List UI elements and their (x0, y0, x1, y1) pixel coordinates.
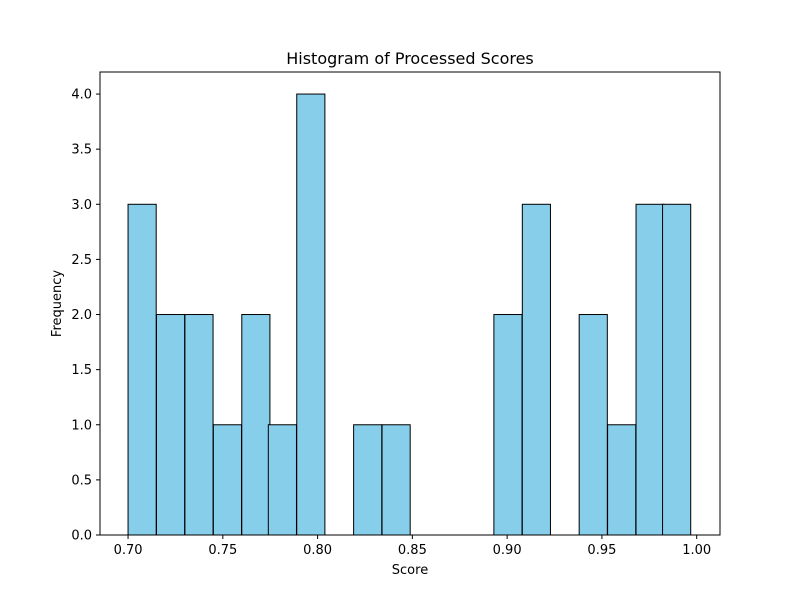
x-tick-label: 0.80 (303, 543, 332, 558)
x-axis: 0.70 0.75 0.80 0.85 0.90 0.95 1.00 (114, 535, 711, 558)
x-tick-label: 0.90 (493, 543, 522, 558)
y-tick-label: 3.5 (71, 143, 92, 158)
histogram-bar (212, 424, 242, 536)
y-axis-label: Frequency (50, 270, 65, 337)
histogram-bar (493, 314, 523, 536)
x-tick-label: 0.85 (398, 543, 427, 558)
y-tick-label: 0.0 (71, 529, 92, 544)
x-tick-label: 0.75 (208, 543, 237, 558)
x-tick-label: 1.00 (682, 543, 711, 558)
plot-frame (99, 71, 721, 536)
histogram-bar (381, 424, 411, 536)
histogram-bar (184, 314, 214, 536)
y-tick-label: 1.5 (71, 363, 92, 378)
histogram-bar (521, 203, 551, 536)
x-tick-label: 0.70 (114, 543, 143, 558)
histogram-bar (127, 203, 157, 536)
histogram-bar (662, 203, 692, 536)
histogram-bar (607, 424, 637, 536)
y-tick-label: 2.5 (71, 253, 92, 268)
y-tick-label: 1.0 (71, 418, 92, 433)
histogram-bar (296, 93, 326, 536)
y-tick-label: 0.5 (71, 473, 92, 488)
y-tick-label: 2.0 (71, 308, 92, 323)
y-tick-label: 4.0 (71, 88, 92, 103)
histogram-bar (267, 424, 297, 536)
histogram-bars (127, 93, 692, 536)
histogram-bar (155, 314, 186, 536)
histogram-bar (635, 203, 665, 536)
x-tick-label: 0.95 (587, 543, 616, 558)
histogram-bar (241, 314, 271, 536)
x-axis-label: Score (392, 563, 428, 578)
chart-title: Histogram of Processed Scores (286, 49, 534, 68)
histogram-bar (578, 314, 608, 536)
histogram-bar (353, 424, 383, 536)
y-tick-label: 3.0 (71, 198, 92, 213)
y-axis: 0.0 0.5 1.0 1.5 2.0 2.5 3.0 3.5 4.0 (71, 88, 100, 544)
